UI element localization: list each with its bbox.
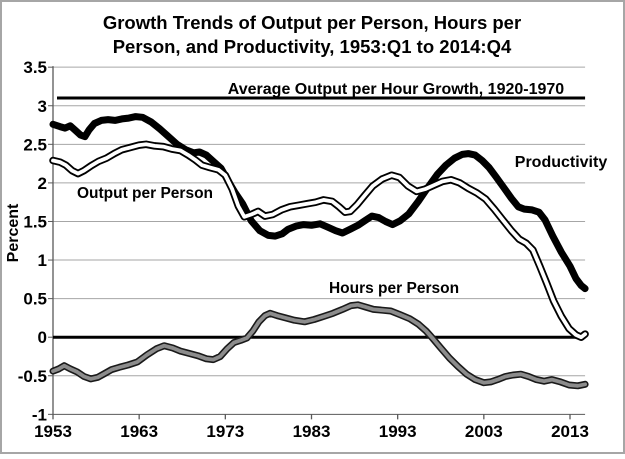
x-tick-label: 1983 <box>293 422 331 441</box>
x-tick-label: 2003 <box>465 422 503 441</box>
y-tick-label: 3 <box>38 97 47 116</box>
series-line-output-per-person <box>51 142 587 340</box>
y-tick-label: 0.5 <box>23 290 47 309</box>
x-tick-label: 1993 <box>379 422 417 441</box>
y-tick-label: -1 <box>32 405 47 424</box>
series-line-hours-per-person <box>51 302 587 388</box>
series-line-productivity <box>49 113 589 293</box>
data-series <box>49 113 589 390</box>
x-tick-label: 1973 <box>206 422 244 441</box>
chart-title-line1: Growth Trends of Output per Person, Hour… <box>103 12 521 33</box>
y-tick-label: 2 <box>38 174 47 193</box>
series-label-output-per-person: Output per Person <box>77 185 213 202</box>
y-tick-label: 1.5 <box>23 212 47 231</box>
x-tick-label: 2013 <box>551 422 589 441</box>
series-label-productivity: Productivity <box>515 154 608 171</box>
y-tick-label: 1 <box>38 251 47 270</box>
y-axis-title: Percent <box>5 203 22 262</box>
chart-title-line2: Person, and Productivity, 1953:Q1 to 201… <box>113 36 512 57</box>
y-tick-label: 3.5 <box>23 58 47 77</box>
x-tick-label: 1953 <box>34 422 72 441</box>
y-tick-label: 2.5 <box>23 135 47 154</box>
x-tick-label: 1963 <box>120 422 158 441</box>
series-label-hours-per-person: Hours per Person <box>329 280 459 297</box>
y-tick-label: -0.5 <box>18 367 47 386</box>
reference-lines <box>53 96 586 339</box>
annotation-average-output-per-hour: Average Output per Hour Growth, 1920-197… <box>228 81 564 98</box>
gridlines <box>53 66 586 415</box>
y-tick-label: 0 <box>38 328 47 347</box>
